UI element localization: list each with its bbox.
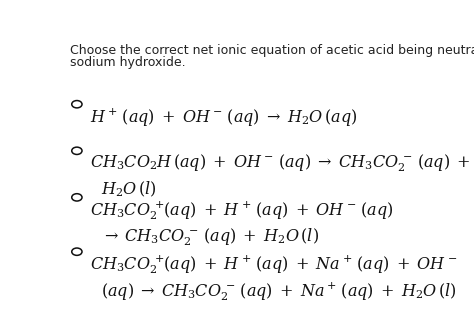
Text: Choose the correct net ionic equation of acetic acid being neutralized with: Choose the correct net ionic equation of… bbox=[70, 44, 474, 57]
Text: $(aq)\;\rightarrow\;CH_3CO_2^{\,-}\,(aq)\;+\;Na^+\,(aq)\;+\;H_2O\,(l)$: $(aq)\;\rightarrow\;CH_3CO_2^{\,-}\,(aq)… bbox=[101, 281, 457, 303]
Text: $CH_3CO_2H\,(aq)\;+\;OH^-\,(aq)\;\rightarrow\;CH_3CO_2^{\,-}\,(aq)\;+$: $CH_3CO_2H\,(aq)\;+\;OH^-\,(aq)\;\righta… bbox=[91, 153, 471, 174]
Text: $H_2O\,(l)$: $H_2O\,(l)$ bbox=[101, 180, 157, 200]
Text: $\rightarrow\;CH_3CO_2^{\,-}\,(aq)\;+\;H_2O\,(l)$: $\rightarrow\;CH_3CO_2^{\,-}\,(aq)\;+\;H… bbox=[101, 226, 319, 248]
Text: sodium hydroxide.: sodium hydroxide. bbox=[70, 56, 186, 69]
Text: $CH_3CO_2^{\,+}\!(aq)\;+\;H^+\,(aq)\;+\;Na^+\,(aq)\;+\;OH^-$: $CH_3CO_2^{\,+}\!(aq)\;+\;H^+\,(aq)\;+\;… bbox=[91, 254, 458, 276]
Text: $CH_3CO_2^{\,+}\!(aq)\;+\;H^+\,(aq)\;+\;OH^-\,(aq)$: $CH_3CO_2^{\,+}\!(aq)\;+\;H^+\,(aq)\;+\;… bbox=[91, 200, 394, 222]
Text: $H^+\,(aq)\;+\;OH^-\,(aq)\;\rightarrow\;H_2O\,(aq)$: $H^+\,(aq)\;+\;OH^-\,(aq)\;\rightarrow\;… bbox=[91, 106, 358, 128]
